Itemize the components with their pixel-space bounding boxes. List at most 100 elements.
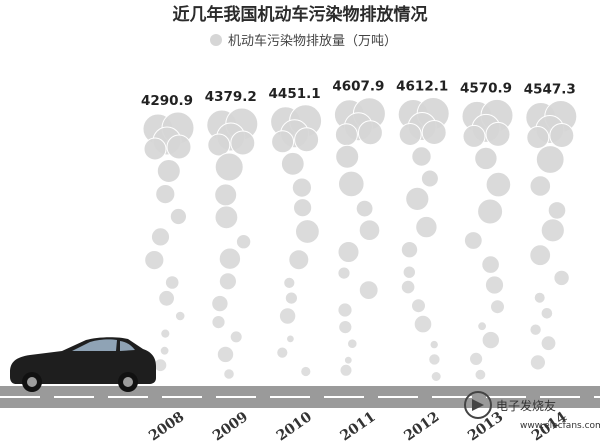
bubble-2009-2 [214,205,239,230]
bubble-2012-4 [400,241,419,259]
bubble-2008-1 [155,184,176,205]
bubble-top-2008-3 [143,137,167,161]
bubble-2014-7 [540,307,554,320]
bubble-2010-4 [288,249,310,271]
bubble-top-2011-3 [334,123,358,147]
legend-label: 机动车污染物排放量（万吨） [228,33,397,49]
bubble-2014-5 [553,269,570,287]
watermark-url: www.elecfans.com [520,421,600,431]
bubble-2008-3 [150,227,171,247]
legend-bubble-icon [210,34,222,46]
bubble-2014-1 [529,175,552,197]
bubble-2014-10 [529,354,547,371]
bubble-2011-6 [358,280,379,301]
bubble-2012-1 [420,169,439,188]
bubble-2014-0 [535,145,565,174]
bubble-2008-4 [144,250,165,271]
bubble-top-2008-4 [166,134,192,160]
bubble-2014-8 [529,323,542,336]
bubble-2014-3 [540,218,565,243]
bubble-2012-6 [400,279,416,295]
bubble-2009-8 [229,330,243,344]
bubble-2009-5 [218,272,237,291]
bubble-2008-0 [156,159,181,183]
watermark-text: 电子发烧友 [496,398,556,413]
bubble-2014-9 [540,335,557,352]
bubble-2010-3 [295,219,320,244]
bubble-top-2011-4 [357,120,383,146]
bubble-2010-9 [276,346,289,359]
bubble-2014-4 [529,244,552,267]
value-label-2013: 4570.9 [460,80,512,96]
bubble-2011-0 [335,144,360,169]
bubble-2010-7 [278,307,297,325]
bubble-2013-10 [474,368,487,381]
bubble-2009-1 [214,183,238,207]
bubble-2012-9 [429,339,439,350]
bubble-2010-1 [291,177,312,198]
value-label-2012: 4612.1 [396,79,448,95]
bubble-2014-6 [533,291,546,304]
bubble-2012-5 [402,265,416,279]
bubble-2008-8 [160,328,171,339]
bubble-2011-10 [343,355,353,365]
x-tick-label-2010: 2010 [274,409,315,445]
bubble-2013-1 [485,171,512,198]
value-label-2014: 4547.3 [524,82,576,98]
legend: 机动车污染物排放量（万吨） [210,33,397,49]
bubble-2011-1 [338,170,365,198]
bubble-2011-5 [337,266,351,280]
bubble-2012-8 [413,314,433,334]
value-label-2008: 4290.9 [141,93,193,109]
bubble-top-2009-3 [207,133,231,157]
bubble-2012-0 [411,146,432,167]
bubble-top-2010-4 [294,127,320,153]
bubble-2010-6 [284,291,298,305]
bubble-2009-7 [211,315,226,330]
bubble-2012-11 [430,371,442,382]
bubble-2013-8 [481,330,500,350]
bubble-2012-2 [405,186,430,211]
bubble-2008-7 [174,310,186,322]
x-axis-labels: 2008 2009 2010 2011 2012 2013 2014 [146,409,570,445]
bubble-2013-9 [469,351,484,366]
bubble-2010-0 [280,151,305,176]
bubble-2012-10 [428,353,441,366]
bubble-2011-7 [337,302,353,318]
bubble-top-2009-4 [230,130,256,156]
bubble-2013-3 [463,231,483,250]
road [0,386,600,408]
bubble-2010-10 [300,365,312,378]
value-label-2009: 4379.2 [205,89,257,105]
bubble-2010-2 [293,198,313,218]
bubble-2012-7 [411,298,426,314]
x-tick-label-2011: 2011 [338,409,379,444]
value-label-2010: 4451.1 [269,86,321,102]
bubble-2008-5 [164,275,180,290]
bubble-2013-6 [490,299,505,315]
bubble-2008-9 [159,345,170,356]
bubble-2011-2 [355,199,374,218]
bubble-2011-8 [338,320,353,335]
bubble-top-2014-3 [526,126,550,149]
bubble-2013-7 [477,321,488,332]
bubble-columns [142,97,578,382]
bubble-top-2013-3 [462,124,486,148]
bubble-top-2012-3 [398,123,422,146]
bubble-2009-10 [223,368,235,380]
bubble-2013-4 [481,255,500,274]
bubble-2010-5 [283,276,296,289]
bubble-2008-6 [158,289,176,307]
bubble-2011-3 [358,219,381,241]
value-labels: 4290.9 4379.2 4451.1 4607.9 4612.1 4570.9 4547… [141,79,576,110]
bubble-top-2010-3 [271,130,295,154]
bubble-2013-2 [477,198,504,225]
bubble-top-2013-4 [485,121,511,147]
bubble-top-2012-4 [421,120,447,145]
bubble-2009-3 [235,234,252,250]
x-tick-label-2008: 2008 [146,409,187,444]
bubble-2009-4 [218,247,242,270]
bubble-2011-11 [339,363,353,377]
value-label-2011: 4607.9 [332,79,384,95]
